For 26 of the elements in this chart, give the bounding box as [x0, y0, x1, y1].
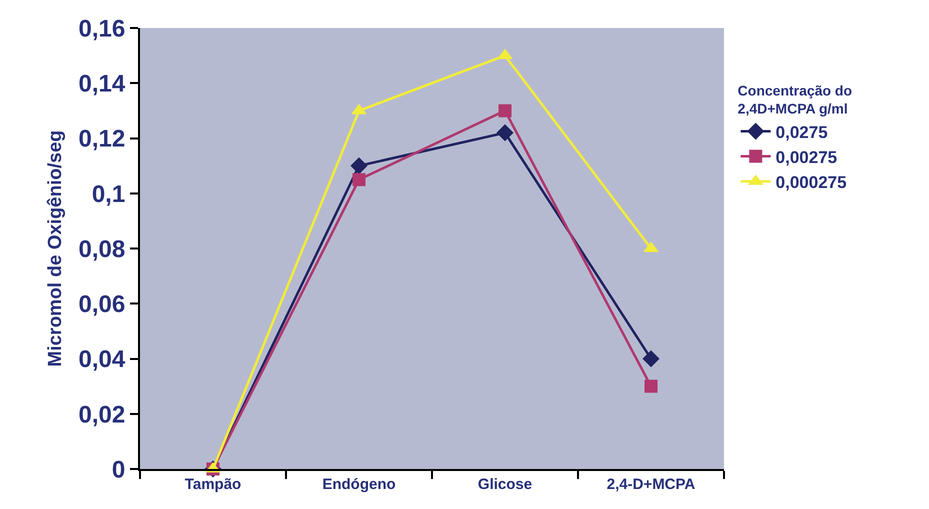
y-tick-label: 0,16 [78, 15, 126, 42]
x-tick-label: Endógeno [322, 476, 396, 493]
point [496, 124, 514, 142]
x-tick-label: Tampão [184, 476, 242, 493]
legend-label: 0,000275 [776, 173, 847, 192]
y-tick-label: 0,02 [78, 401, 126, 428]
y-tick-label: 0,1 [92, 180, 126, 208]
y-tick-label: 0,08 [78, 236, 126, 263]
point [644, 380, 658, 393]
y-tick-label: 0,04 [78, 346, 126, 374]
point [498, 104, 512, 118]
legend-label: 0,00275 [776, 148, 838, 167]
legend-label: 0,0275 [776, 122, 828, 142]
point [350, 158, 368, 174]
point [498, 49, 512, 60]
y-tick-label: 0,12 [78, 126, 126, 153]
x-tick-label: Glicose [478, 476, 532, 493]
point [642, 350, 660, 368]
y-tick-label: 0 [112, 456, 126, 484]
legend-title: Concentração do 2,4D+MCPA g/ml [738, 82, 852, 117]
y-axis-title: Micromol de Oxigênio/seg [44, 130, 66, 367]
y-tick-label: 0,14 [78, 70, 126, 98]
point [352, 104, 366, 114]
y-tick-label: 0,06 [78, 291, 126, 318]
x-tick-label: 2,4-D+MCPA [606, 476, 696, 493]
point [352, 173, 366, 186]
